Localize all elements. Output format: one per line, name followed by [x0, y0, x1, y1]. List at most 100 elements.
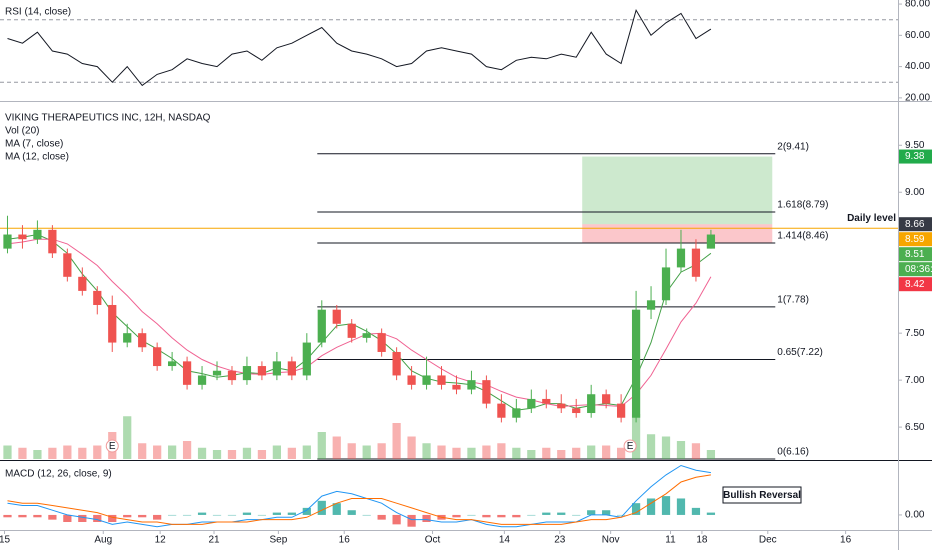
histogram-bar — [48, 514, 57, 520]
histogram-bar — [257, 514, 267, 516]
candle-body — [182, 361, 192, 385]
line — [7, 474, 711, 525]
histogram-bar — [452, 514, 461, 518]
histogram-bar — [123, 514, 132, 518]
x-tick-label: 18 — [696, 535, 708, 546]
volume-bar — [302, 445, 311, 459]
volume-bar — [242, 447, 252, 459]
volume-bar — [661, 436, 671, 459]
volume-bar — [227, 450, 237, 459]
daily-level-label: Daily level — [847, 213, 896, 224]
histogram-bar — [557, 512, 566, 515]
candle-body — [18, 234, 27, 240]
candle-body — [242, 366, 252, 381]
candle-body — [212, 370, 222, 376]
candle-body — [287, 361, 296, 376]
histogram-bar — [168, 514, 177, 516]
line — [7, 9, 712, 87]
volume-bar — [542, 447, 551, 459]
macd-title: MACD (12, 26, close, 9) — [5, 469, 112, 480]
candle-body — [422, 375, 431, 385]
histogram-bar — [587, 510, 596, 515]
y-tick-label: 6.50 — [905, 422, 925, 433]
price-label: 08:36:1 — [905, 264, 932, 275]
candle-body — [257, 366, 267, 376]
y-tick-label: 7.00 — [905, 375, 925, 386]
histogram-bar — [347, 510, 356, 515]
volume-bar — [123, 416, 132, 459]
volume-bar — [452, 447, 461, 459]
histogram-bar — [467, 514, 476, 516]
histogram-bar — [302, 507, 311, 515]
candle-body — [332, 309, 341, 324]
price-label-box — [899, 217, 932, 232]
histogram-bar — [362, 514, 371, 516]
candle-body — [437, 375, 446, 385]
histogram-bar — [18, 514, 27, 518]
histogram-bar — [631, 503, 641, 515]
volume-bar — [332, 436, 341, 459]
volume-bar — [362, 445, 371, 459]
volume-bar — [78, 447, 87, 459]
volume-bar — [182, 441, 192, 459]
histogram-bar — [392, 514, 401, 525]
volume-bar — [317, 432, 326, 459]
price-label: 8.66 — [905, 219, 925, 230]
indicator-label: Vol (20) — [5, 126, 39, 137]
price-label: 8.42 — [905, 279, 925, 290]
candle-body — [497, 403, 506, 418]
candle-body — [646, 300, 656, 310]
volume-bar — [706, 450, 716, 459]
event-marker — [623, 439, 637, 453]
histogram-bar — [646, 498, 656, 515]
histogram-bar — [407, 514, 416, 527]
histogram-bar — [3, 514, 12, 518]
volume-bar — [257, 450, 267, 459]
y-tick-label: 9.00 — [905, 187, 925, 198]
candle-body — [377, 333, 386, 352]
candle-body — [557, 403, 566, 409]
volume-bar — [48, 447, 57, 459]
histogram-bar — [317, 500, 326, 515]
volume-bar — [512, 447, 521, 459]
x-tick-label: 12 — [155, 535, 167, 546]
volume-bar — [93, 445, 102, 459]
annotation: Bullish Reversal — [723, 490, 801, 501]
histogram-bar — [138, 514, 147, 518]
histogram-bar — [482, 514, 491, 518]
y-tick-label: 40.00 — [905, 61, 930, 72]
candle-body — [48, 229, 57, 254]
y-tick-label: 9.50 — [905, 140, 925, 151]
candle-body — [362, 333, 371, 338]
histogram-bar — [287, 512, 296, 515]
y-tick-label: 80.00 — [905, 0, 930, 10]
candle-body — [63, 253, 72, 277]
candle-body — [93, 290, 102, 305]
candle-body — [123, 333, 132, 343]
volume-bar — [3, 445, 12, 459]
x-tick-label: 23 — [554, 535, 566, 546]
price-label-box — [899, 149, 932, 164]
fib-label: 1.414(8.46) — [777, 231, 828, 242]
candle-body — [661, 267, 671, 301]
event-label: E — [627, 441, 634, 452]
x-tick-label: Nov — [602, 535, 620, 546]
volume-bar — [287, 447, 296, 459]
price-label-box — [899, 277, 932, 292]
x-tick-label: 14 — [499, 535, 511, 546]
histogram-bar — [212, 514, 222, 516]
price-label: 8.51 — [905, 249, 925, 260]
x-tick-label: Sep — [269, 535, 287, 546]
candle-body — [602, 394, 611, 404]
volume-bar — [272, 445, 281, 459]
fib-label: 2(9.41) — [777, 141, 809, 152]
histogram-bar — [497, 514, 506, 518]
volume-bar — [587, 445, 596, 459]
volume-bar — [153, 445, 162, 459]
candle-body — [302, 342, 311, 376]
price-label: 9.38 — [905, 151, 925, 162]
target-zone — [582, 156, 773, 225]
candle-body — [706, 234, 716, 249]
